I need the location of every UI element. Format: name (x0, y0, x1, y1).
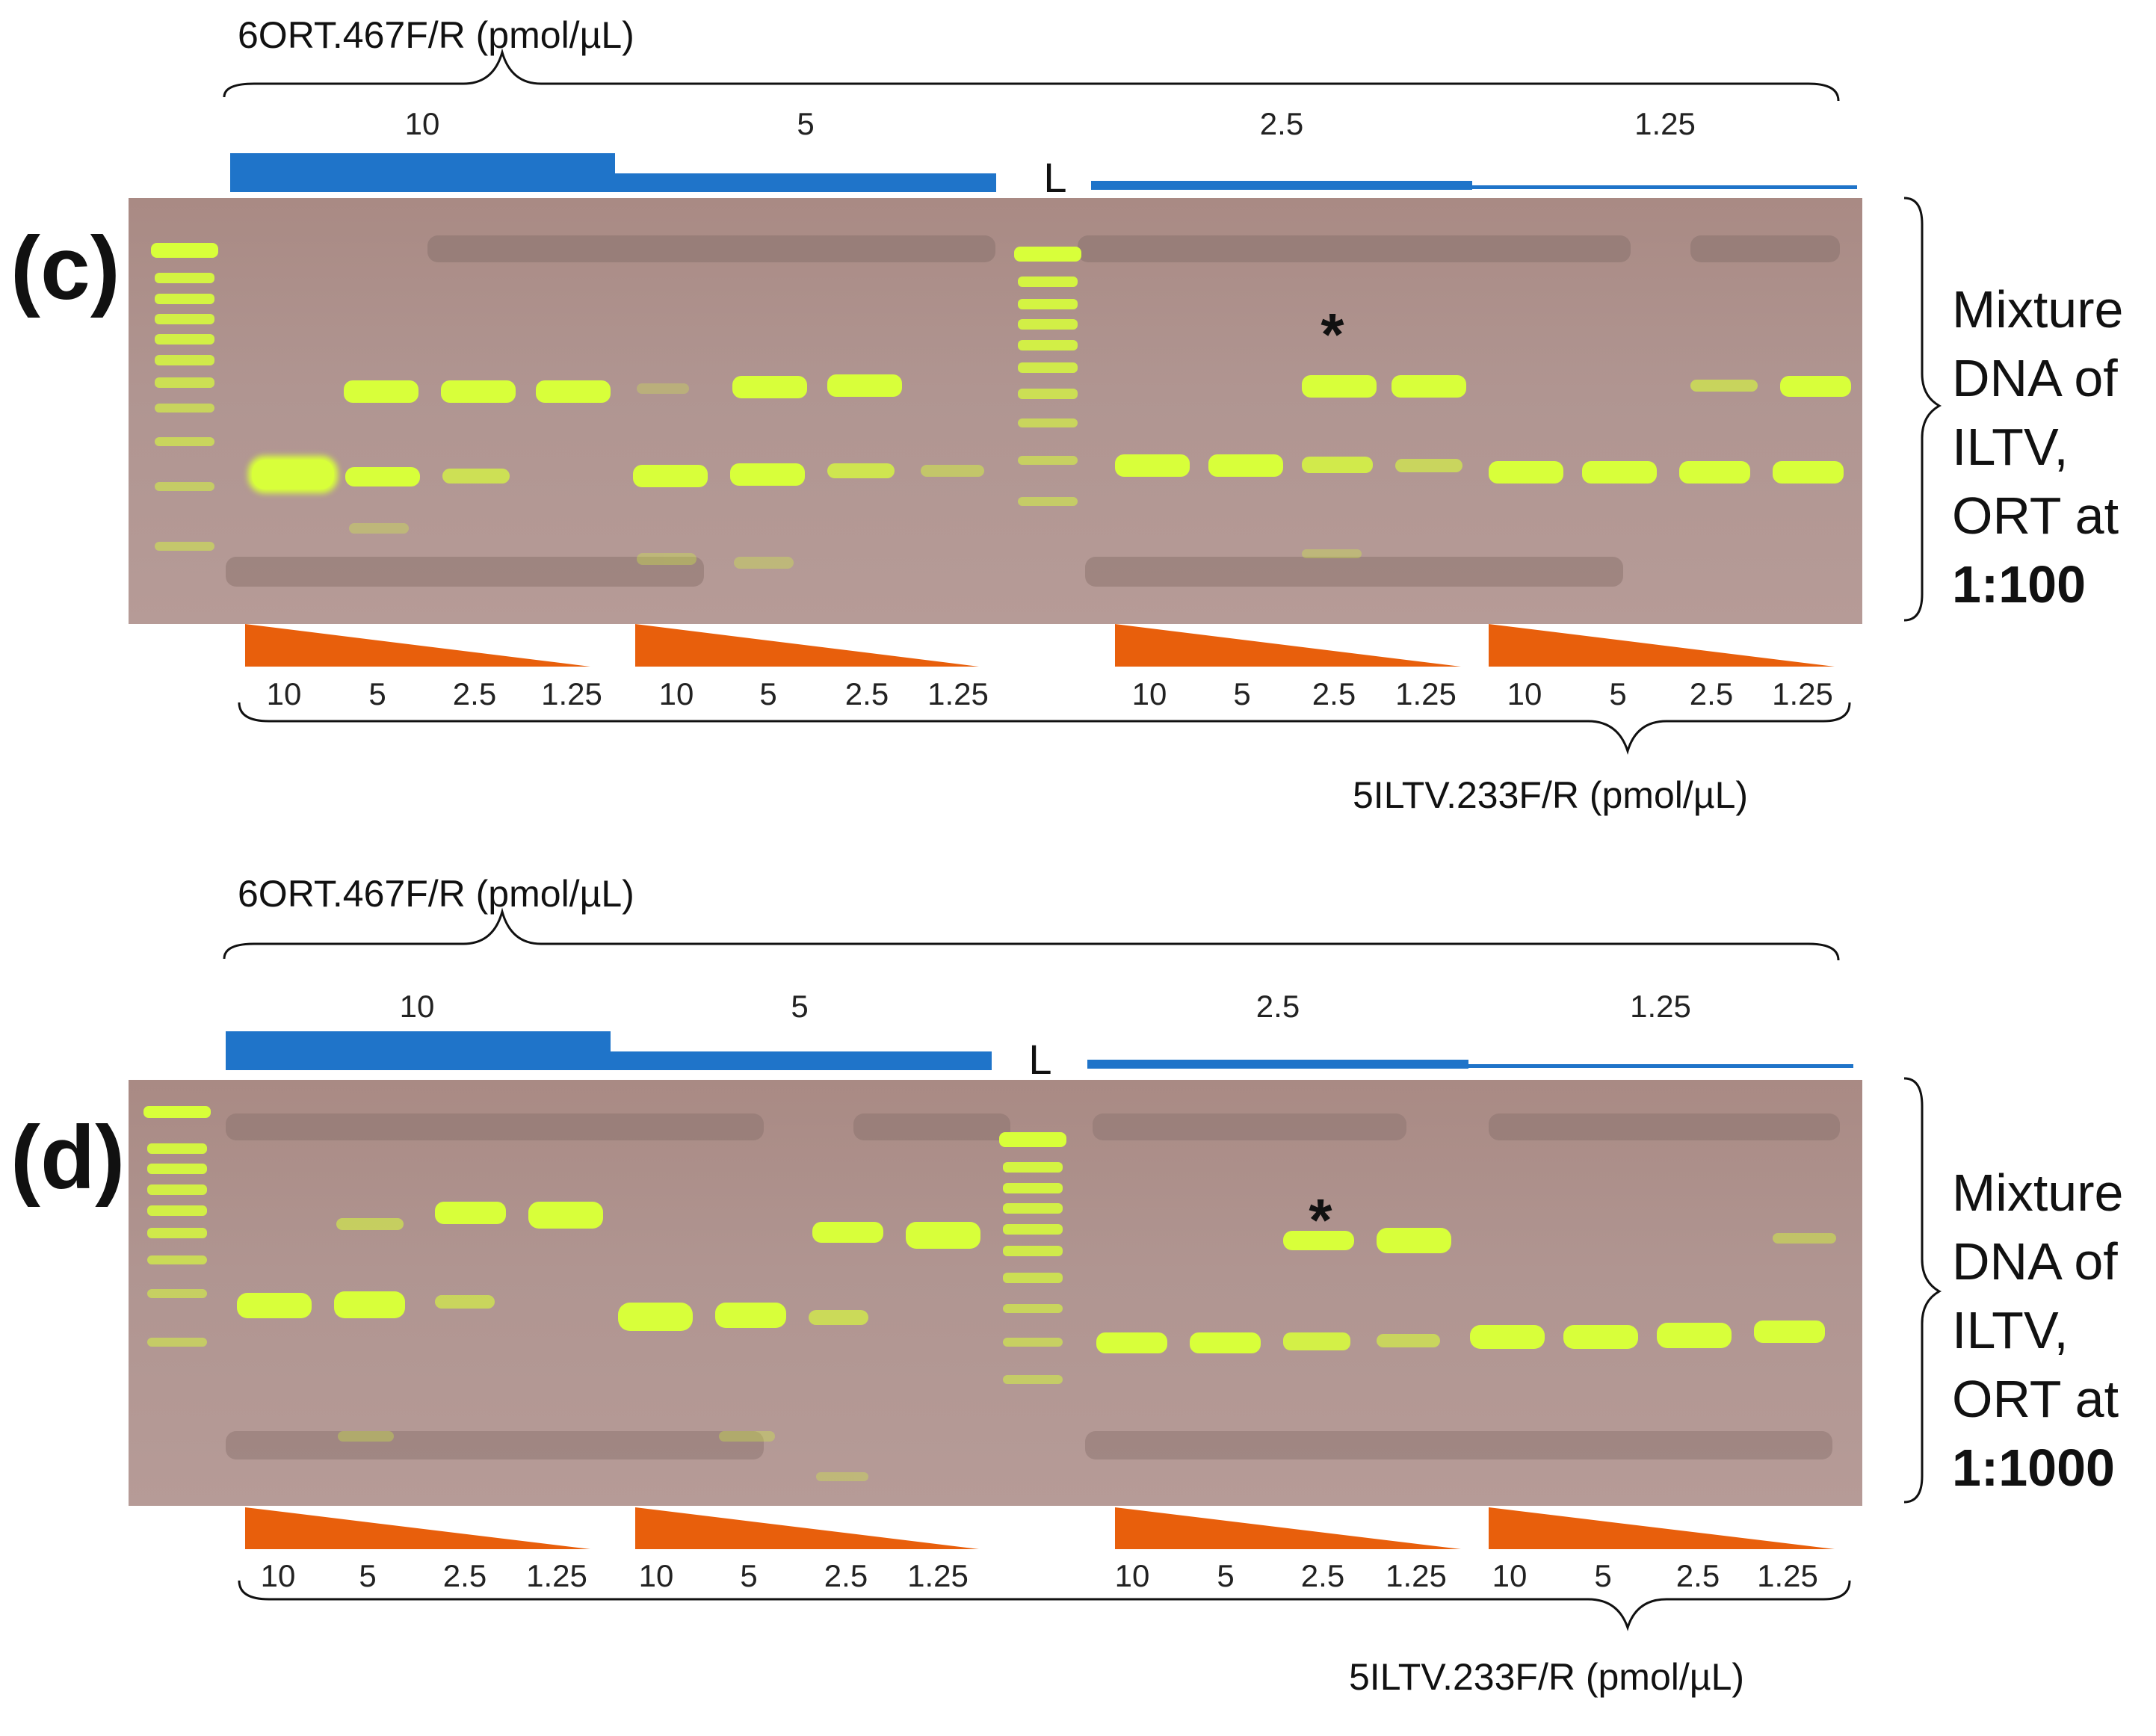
iltv-conc: 1.25 (907, 1558, 969, 1593)
side-ratio: 1:1000 (1952, 1439, 2115, 1497)
iltv-primer-label: 5ILTV.233F/R (pmol/µL) (1353, 774, 1749, 816)
ort-conc-2.5: 2.5 (1259, 106, 1304, 141)
ort-conc-1.25: 1.25 (1634, 106, 1696, 141)
side-line-2: DNA of (1952, 1232, 2118, 1291)
ort-primer-label: 6ORT.467F/R (pmol/µL) (238, 873, 634, 915)
side-line-4: ORT at (1952, 1370, 2119, 1428)
ladder-lanes (143, 1106, 1066, 1384)
iltv-wedge-4 (1489, 624, 1835, 667)
iltv-conc: 1.25 (1395, 676, 1457, 711)
side-line-2: DNA of (1952, 349, 2118, 407)
iltv-conc: 2.5 (1300, 1558, 1345, 1593)
iltv-brace (238, 702, 1851, 756)
ladder-label: L (1028, 1036, 1052, 1083)
ladder-label: L (1043, 154, 1067, 201)
side-label: Mixture DNA of ILTV, ORT at 1:100 (1952, 275, 2154, 619)
side-line-4: ORT at (1952, 486, 2119, 545)
side-label: Mixture DNA of ILTV, ORT at 1:1000 (1952, 1158, 2154, 1502)
ort-bar-5 (611, 1051, 992, 1070)
iltv-wedge-3 (1115, 1507, 1461, 1549)
ort-conc-10: 10 (404, 106, 440, 141)
ort-brace (223, 48, 1840, 102)
panel-label: (d) (10, 1108, 126, 1208)
iltv-conc: 5 (1233, 676, 1251, 711)
iltv-conc: 10 (266, 676, 302, 711)
iltv-wedge-2 (635, 624, 979, 667)
ort-conc-10: 10 (399, 989, 435, 1024)
iltv-conc: 10 (1507, 676, 1542, 711)
ort-conc-5: 5 (791, 989, 809, 1024)
side-ratio: 1:100 (1952, 555, 2086, 614)
iltv-conc: 10 (1492, 1558, 1528, 1593)
iltv-conc: 2.5 (1689, 676, 1734, 711)
ort-bar-10 (230, 153, 615, 192)
iltv-wedge-4 (1489, 1507, 1835, 1549)
iltv-primer-label: 5ILTV.233F/R (pmol/µL) (1349, 1656, 1745, 1698)
iltv-wedge-1 (245, 1507, 590, 1549)
iltv-conc: 1.25 (1386, 1558, 1447, 1593)
iltv-brace (238, 1580, 1851, 1631)
side-brace (1903, 197, 1942, 622)
iltv-conc: 5 (359, 1558, 377, 1593)
ort-conc-5: 5 (797, 106, 815, 141)
iltv-conc: 5 (1594, 1558, 1612, 1593)
panel-c: 6ORT.467F/R (pmol/µL) 10 5 2.5 1.25 L (c… (0, 0, 2156, 858)
iltv-conc: 10 (658, 676, 694, 711)
iltv-conc: 10 (260, 1558, 296, 1593)
gel-bands-c (151, 235, 1851, 587)
asterisk-marker: * (1309, 1187, 1332, 1253)
iltv-conc: 5 (1217, 1558, 1235, 1593)
panel-d: 6ORT.467F/R (pmol/µL) 10 5 2.5 1.25 L (d… (0, 873, 2156, 1736)
iltv-conc: 5 (740, 1558, 758, 1593)
iltv-wedge-3 (1115, 624, 1461, 667)
iltv-bands (237, 1291, 1825, 1353)
iltv-conc: 1.25 (1772, 676, 1833, 711)
ort-bands (344, 374, 1851, 403)
side-brace (1903, 1077, 1942, 1504)
side-line-1: Mixture (1952, 1164, 2124, 1222)
iltv-conc: 10 (1114, 1558, 1150, 1593)
iltv-wedge-2 (635, 1507, 979, 1549)
ort-bar-1.25 (1472, 185, 1857, 189)
iltv-conc: 5 (368, 676, 386, 711)
brackets-c (223, 48, 1942, 756)
iltv-conc: 2.5 (1675, 1558, 1720, 1593)
panel-label: (c) (10, 218, 120, 318)
side-line-1: Mixture (1952, 280, 2124, 339)
iltv-conc: 10 (638, 1558, 674, 1593)
ort-conc-2.5: 2.5 (1255, 989, 1300, 1024)
iltv-conc: 5 (759, 676, 777, 711)
iltv-conc: 1.25 (1757, 1558, 1818, 1593)
iltv-bands (248, 454, 1844, 493)
iltv-conc: 2.5 (452, 676, 497, 711)
iltv-conc: 2.5 (824, 1558, 868, 1593)
iltv-conc: 2.5 (844, 676, 889, 711)
side-line-3: ILTV, (1952, 1301, 2069, 1359)
side-line-3: ILTV, (1952, 418, 2069, 476)
iltv-conc: 5 (1609, 676, 1627, 711)
ort-bar-2.5 (1087, 1060, 1468, 1069)
brackets-d (223, 907, 1942, 1631)
ort-brace (223, 907, 1840, 961)
iltv-wedge-1 (245, 624, 590, 667)
ort-bands (336, 1202, 1836, 1253)
iltv-conc: 2.5 (1312, 676, 1356, 711)
ladder-lanes (151, 243, 1081, 551)
ort-bar-5 (615, 173, 996, 192)
gel-bands-d (143, 1106, 1840, 1481)
ort-bar-2.5 (1091, 181, 1472, 190)
ort-bar-1.25 (1468, 1064, 1853, 1068)
asterisk-marker: * (1321, 301, 1344, 368)
iltv-conc: 1.25 (541, 676, 602, 711)
iltv-conc: 1.25 (526, 1558, 587, 1593)
iltv-conc: 1.25 (927, 676, 989, 711)
ort-bar-10 (226, 1031, 611, 1070)
iltv-conc: 10 (1131, 676, 1167, 711)
iltv-conc: 2.5 (442, 1558, 487, 1593)
ort-conc-1.25: 1.25 (1630, 989, 1691, 1024)
gel-image-d (129, 1080, 1862, 1506)
gel-image-c (129, 198, 1862, 624)
ort-primer-label: 6ORT.467F/R (pmol/µL) (238, 14, 634, 56)
